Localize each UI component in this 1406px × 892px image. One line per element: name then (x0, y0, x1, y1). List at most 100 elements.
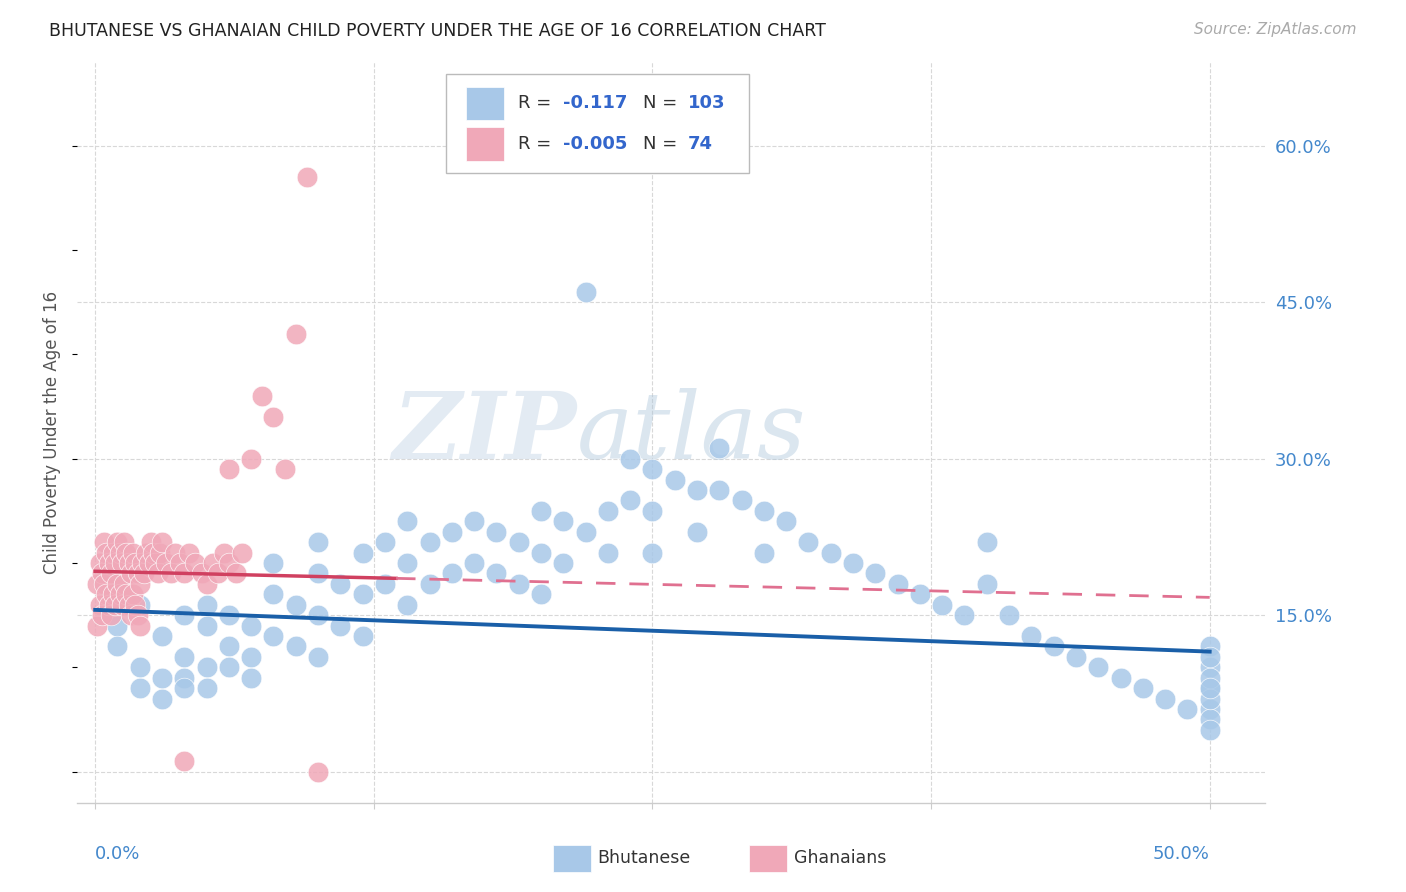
Point (842, 556, 865, 570)
Point (1198, 702, 1220, 716)
Point (418, 577, 440, 591)
Point (730, 493, 752, 508)
Point (396, 514, 419, 528)
Point (307, 764, 329, 779)
Point (104, 598, 127, 612)
Point (117, 598, 139, 612)
Point (100, 566, 122, 581)
Point (553, 556, 575, 570)
Point (173, 566, 195, 581)
Point (173, 671, 195, 685)
Bar (465, 128, 503, 161)
Point (508, 577, 530, 591)
Text: -0.005: -0.005 (564, 135, 627, 153)
Y-axis label: Child Poverty Under the Age of 16: Child Poverty Under the Age of 16 (44, 291, 62, 574)
Point (111, 598, 134, 612)
Point (184, 556, 207, 570)
Point (1198, 691, 1220, 706)
Point (820, 545, 842, 559)
Point (107, 640, 129, 654)
Point (396, 556, 419, 570)
Point (120, 566, 142, 581)
Point (240, 671, 263, 685)
Point (641, 504, 664, 518)
Point (112, 535, 135, 549)
Point (124, 556, 146, 570)
Point (165, 545, 187, 559)
Point (97, 598, 120, 612)
Point (1177, 702, 1199, 716)
Point (89, 598, 111, 612)
Text: 103: 103 (688, 95, 725, 112)
Point (263, 629, 285, 643)
Point (107, 618, 129, 632)
Point (1198, 723, 1220, 737)
Point (134, 566, 156, 581)
Point (150, 629, 173, 643)
Point (352, 629, 374, 643)
Point (865, 566, 887, 581)
Point (307, 566, 329, 581)
Point (89, 556, 111, 570)
Point (596, 545, 619, 559)
Text: R =: R = (517, 135, 557, 153)
FancyBboxPatch shape (446, 73, 748, 173)
Point (155, 556, 177, 570)
Point (108, 545, 131, 559)
Point (463, 556, 485, 570)
Point (101, 587, 124, 601)
Point (775, 514, 797, 528)
Point (1198, 649, 1220, 664)
Text: 74: 74 (688, 135, 713, 153)
Point (1109, 671, 1132, 685)
Point (117, 556, 139, 570)
Point (124, 598, 146, 612)
Point (1198, 640, 1220, 654)
Point (143, 556, 166, 570)
Point (1021, 629, 1043, 643)
Point (574, 285, 596, 299)
Point (686, 524, 709, 539)
Point (530, 504, 553, 518)
Point (530, 545, 553, 559)
Point (108, 587, 131, 601)
Point (218, 556, 240, 570)
Point (307, 608, 329, 623)
Point (93, 535, 115, 549)
Point (686, 483, 709, 497)
Point (596, 504, 619, 518)
Point (96, 587, 118, 601)
Point (195, 577, 218, 591)
Point (295, 170, 318, 185)
Point (485, 524, 508, 539)
Point (169, 556, 191, 570)
Point (195, 681, 218, 695)
Point (86, 618, 108, 632)
Point (252, 389, 274, 403)
Point (127, 566, 149, 581)
Text: Bhutanese: Bhutanese (598, 849, 690, 867)
Point (107, 535, 129, 549)
Point (1198, 660, 1220, 674)
Point (886, 577, 908, 591)
Point (128, 577, 150, 591)
Point (240, 618, 263, 632)
Point (173, 681, 195, 695)
Point (122, 545, 145, 559)
Point (418, 535, 440, 549)
Point (553, 514, 575, 528)
Point (263, 409, 285, 424)
Point (135, 545, 157, 559)
Point (352, 587, 374, 601)
Point (173, 649, 195, 664)
Point (93, 577, 115, 591)
Point (150, 671, 173, 685)
Point (214, 545, 236, 559)
Point (619, 493, 641, 508)
Point (752, 504, 775, 518)
Point (1132, 681, 1154, 695)
Point (284, 326, 307, 341)
Point (352, 545, 374, 559)
Point (120, 608, 142, 623)
Point (240, 451, 263, 466)
